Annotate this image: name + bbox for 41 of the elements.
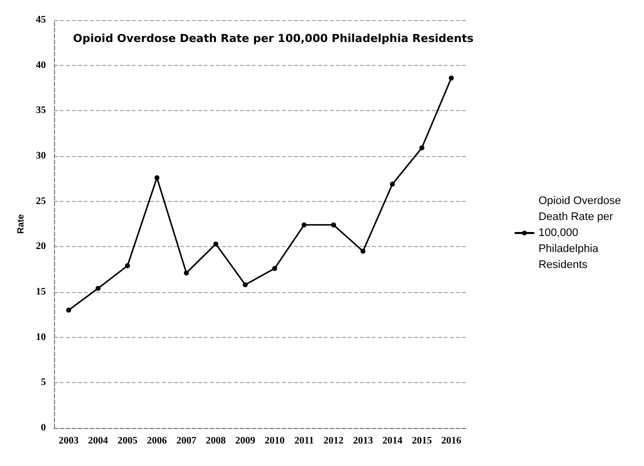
- point: [272, 266, 278, 271]
- y-tick-label: 40: [36, 60, 46, 71]
- point: [302, 222, 307, 228]
- x-tick-label: 2011: [294, 436, 314, 446]
- x-tick-label: 2008: [206, 436, 226, 446]
- x-tick-label: 2013: [352, 436, 373, 446]
- point: [360, 248, 366, 254]
- point: [419, 145, 424, 150]
- y-tick-label: 45: [36, 14, 46, 26]
- point: [154, 175, 160, 180]
- y-axis-title: Rate: [16, 214, 26, 234]
- y-tick-label: 25: [36, 196, 46, 207]
- y-tick-label: 35: [36, 105, 46, 116]
- x-tick-label: 2015: [412, 436, 432, 446]
- y-tick-label: 5: [40, 377, 46, 388]
- point: [448, 76, 454, 81]
- point: [124, 263, 130, 268]
- x-tick-label: 2016: [441, 436, 462, 446]
- point: [96, 286, 101, 291]
- x-tick-label: 2014: [382, 436, 402, 446]
- legend-label: Opioid Overdose Death Rate per 100,000 Philadelphia Residents: [538, 195, 622, 271]
- point: [331, 222, 336, 228]
- point: [390, 182, 395, 187]
- x-tick-label: 2009: [235, 436, 256, 446]
- text: Opioid Overdose Death Rate per 100,000 Philadelphia Residents: [73, 32, 474, 45]
- x-tick-label: 2010: [264, 436, 285, 446]
- x-tick-label: 2007: [176, 436, 196, 446]
- point: [213, 241, 218, 246]
- x-tick-label: 2003: [58, 436, 79, 446]
- y-tick-label: 20: [36, 241, 46, 252]
- y-tick-label: 10: [36, 332, 46, 343]
- x-tick-label: 2012: [324, 436, 344, 446]
- x-tick-label: 2004: [88, 436, 108, 446]
- point: [66, 308, 72, 313]
- y-tick-label: 30: [36, 150, 46, 162]
- y-tick-label: 0: [40, 422, 46, 434]
- x-tick-label: 2005: [117, 436, 138, 446]
- point: [242, 282, 248, 288]
- x-tick-label: 2006: [146, 436, 167, 446]
- point: [184, 270, 189, 276]
- y-tick-label: 15: [36, 286, 46, 298]
